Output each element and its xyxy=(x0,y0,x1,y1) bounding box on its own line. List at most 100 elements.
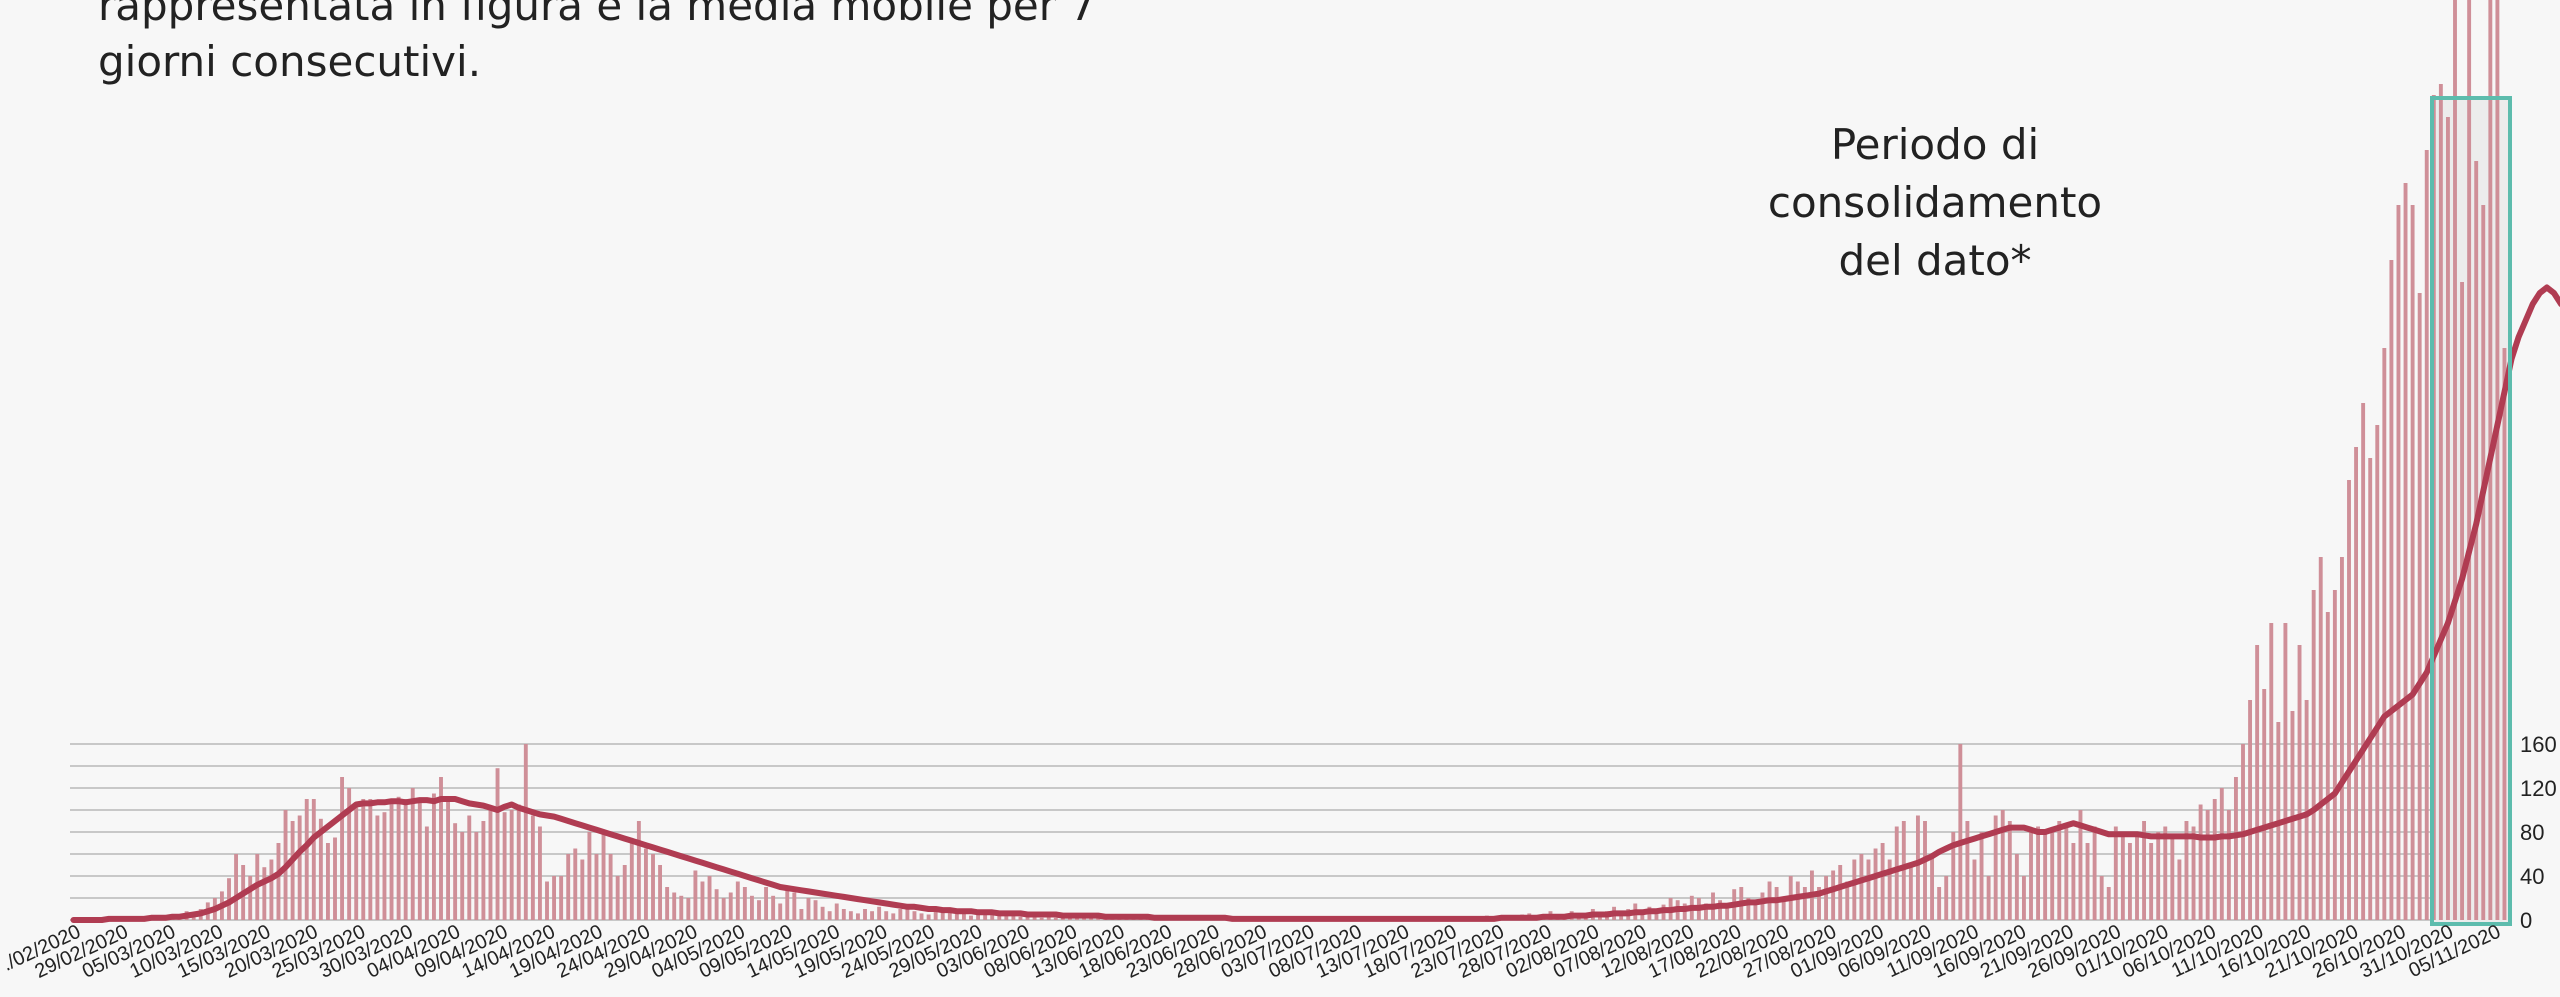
bar xyxy=(1654,909,1659,920)
consolidation-period-box xyxy=(2430,96,2512,926)
bar xyxy=(2191,826,2196,920)
bar xyxy=(2382,348,2387,920)
bar xyxy=(382,812,387,920)
bar xyxy=(693,870,698,920)
bar xyxy=(1817,887,1821,920)
bar xyxy=(870,911,875,920)
bar xyxy=(537,826,542,920)
y-tick-label: 0 xyxy=(2520,908,2532,933)
bar xyxy=(926,914,931,920)
bar xyxy=(325,843,330,920)
annotation-line-1: Periodo di xyxy=(1830,120,2040,169)
bar xyxy=(2212,799,2217,920)
bar xyxy=(2149,843,2154,920)
bar xyxy=(1053,917,1058,920)
bar xyxy=(396,796,401,920)
bar xyxy=(481,821,486,920)
bar xyxy=(1718,900,1723,920)
bar xyxy=(2339,557,2344,920)
bar xyxy=(2205,810,2210,920)
bar xyxy=(2347,480,2351,920)
bar xyxy=(672,892,677,920)
bar xyxy=(976,911,981,920)
bar xyxy=(2198,804,2203,920)
bar xyxy=(990,914,995,920)
bar xyxy=(1046,916,1051,920)
bar xyxy=(333,837,337,920)
bar xyxy=(1640,911,1645,920)
bar xyxy=(495,768,500,920)
bar xyxy=(2396,205,2401,920)
y-axis-ticks: 0 40 80 120 160 xyxy=(2520,732,2557,933)
bar xyxy=(820,906,825,920)
bar xyxy=(679,895,684,920)
bar xyxy=(1096,917,1101,920)
bar xyxy=(2474,161,2479,920)
annotation-line-2: consolidamento xyxy=(1767,178,2103,227)
bar xyxy=(1972,859,1977,920)
bar xyxy=(1852,859,1857,920)
consolidation-annotation: Periodo di consolidamento del dato* xyxy=(1700,116,2170,290)
bar xyxy=(1887,859,1892,920)
bar xyxy=(2156,832,2161,920)
bar xyxy=(566,854,571,920)
bar xyxy=(2226,810,2231,920)
bar xyxy=(2135,832,2139,920)
bar xyxy=(1986,876,1991,920)
bar xyxy=(1039,917,1044,920)
bar xyxy=(2142,821,2147,920)
bar xyxy=(1746,898,1751,920)
bar xyxy=(2495,0,2500,920)
bar xyxy=(1824,876,1829,920)
bar xyxy=(2361,403,2366,920)
bar xyxy=(622,865,627,920)
bar xyxy=(2127,843,2132,920)
y-tick-label: 120 xyxy=(2520,776,2557,801)
bar xyxy=(269,859,274,920)
bar xyxy=(643,848,648,920)
bar xyxy=(587,832,592,920)
bar xyxy=(2445,117,2450,920)
bar xyxy=(792,892,797,920)
bar xyxy=(311,799,316,920)
bar xyxy=(361,799,366,920)
bar xyxy=(1075,917,1079,920)
bar xyxy=(2248,700,2253,920)
bar xyxy=(735,881,740,920)
bar xyxy=(919,913,924,920)
bar xyxy=(2262,689,2267,920)
bar xyxy=(764,887,769,920)
bar xyxy=(1619,914,1624,920)
bar xyxy=(417,801,422,920)
bar xyxy=(2481,205,2486,920)
bar xyxy=(431,793,436,920)
bar xyxy=(933,909,938,920)
bar xyxy=(439,777,443,920)
bar xyxy=(1965,821,1970,920)
bar xyxy=(686,898,691,920)
bar xyxy=(785,889,790,920)
bar xyxy=(276,843,281,920)
bar xyxy=(1831,870,1836,920)
bar xyxy=(2099,876,2104,920)
bar xyxy=(983,913,988,920)
bar xyxy=(2219,788,2224,920)
bar xyxy=(1845,881,1850,920)
bar xyxy=(700,881,705,920)
bar xyxy=(1944,876,1949,920)
bar xyxy=(2502,348,2507,920)
y-tick-label: 80 xyxy=(2520,820,2544,845)
bar xyxy=(516,804,521,920)
bar xyxy=(467,815,472,920)
bar xyxy=(651,854,655,920)
y-tick-label: 160 xyxy=(2520,732,2557,757)
bar xyxy=(424,826,429,920)
bar xyxy=(1082,917,1087,920)
bar xyxy=(2064,826,2069,920)
bar xyxy=(1873,848,1878,920)
annotation-line-3: del dato* xyxy=(1838,236,2032,285)
bar xyxy=(1011,915,1016,920)
bar xyxy=(488,810,493,920)
bar xyxy=(855,913,860,920)
